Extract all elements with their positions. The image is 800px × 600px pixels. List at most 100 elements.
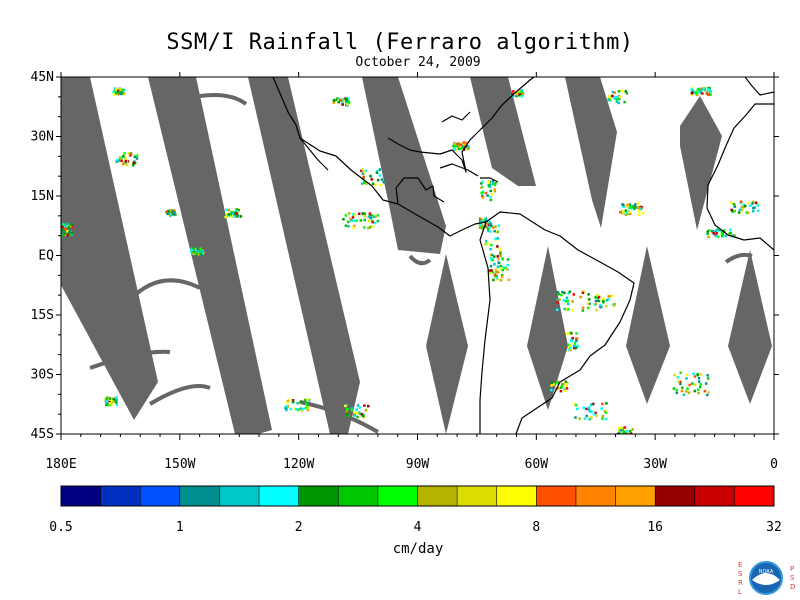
rain-pixel [572, 293, 575, 296]
svg-text:PSD: PSD [790, 565, 795, 591]
rain-pixel [376, 169, 379, 173]
rain-pixel [575, 337, 579, 340]
coast-yucatan [395, 177, 445, 205]
rain-pixel [237, 208, 240, 212]
colorbar-tick-label: 16 [647, 520, 663, 535]
rain-pixel [697, 377, 701, 380]
no-data-swath [680, 96, 722, 230]
rain-pixel [680, 389, 684, 393]
rain-pixel [496, 230, 499, 234]
rain-pixel [367, 219, 371, 223]
colorbar-tick-label: 32 [766, 520, 782, 535]
rain-pixel [375, 171, 379, 174]
rain-pixel [224, 215, 227, 219]
rain-pixel [457, 147, 460, 150]
rain-pixel [363, 180, 366, 184]
rain-pixel [452, 144, 455, 148]
rain-pixel [486, 194, 489, 197]
rain-pixel [345, 97, 348, 100]
rain-pixel [347, 406, 350, 410]
latitude-axis: 45N 30N 15N EQ 15S 30S 45S [31, 70, 779, 442]
rain-pixel [600, 305, 603, 308]
rain-pixel [346, 414, 349, 417]
rain-pixel [601, 402, 604, 406]
rain-pixel [353, 213, 357, 217]
rain-pixel [574, 403, 578, 407]
rain-pixel [756, 204, 759, 207]
rain-pixel [360, 169, 363, 173]
rain-pixel [69, 234, 72, 237]
rain-pixel [376, 219, 380, 223]
rain-pixel [117, 91, 121, 94]
rain-pixel [600, 407, 603, 410]
rain-pixel [496, 265, 500, 268]
rain-pixel [622, 205, 625, 208]
rain-pixel [707, 93, 710, 96]
rain-pixel [564, 300, 568, 303]
rain-pixel [459, 147, 463, 150]
rain-pixel [489, 222, 492, 225]
rain-pixel [563, 389, 567, 392]
rain-pixel [457, 144, 460, 148]
rain-pixel [378, 168, 382, 171]
rain-pixel [361, 182, 364, 185]
rain-pixel [753, 206, 756, 209]
rain-pixel [597, 295, 601, 299]
no-data-arc [89, 349, 171, 370]
no-data-arc [128, 278, 201, 302]
rain-pixel [602, 299, 605, 302]
rain-pixel [352, 219, 355, 222]
rain-pixel [497, 271, 500, 274]
rain-pixel [733, 234, 736, 237]
rain-pixel [332, 99, 336, 102]
no-data-arc [148, 384, 211, 406]
rain-pixel [488, 185, 492, 188]
rain-pixel [488, 225, 491, 229]
rain-pixel [571, 300, 574, 303]
rain-pixel [353, 224, 356, 228]
rain-pixel [347, 100, 350, 103]
rain-pixel [235, 208, 238, 211]
rain-pixel [737, 211, 741, 214]
rain-pixel [489, 195, 492, 199]
rain-pixel [289, 407, 293, 411]
rain-pixel [135, 154, 139, 157]
rain-pixel [720, 230, 724, 233]
rain-pixel [123, 152, 126, 155]
rain-pixel [520, 89, 523, 92]
coast-africa [706, 103, 774, 251]
rain-pixel [487, 184, 491, 187]
rain-pixel [200, 251, 203, 254]
rain-pixel [112, 92, 115, 96]
rain-pixel [480, 186, 483, 189]
rain-pixel [511, 93, 514, 96]
rain-pixel [688, 383, 691, 387]
map-date: October 24, 2009 [355, 55, 481, 70]
rain-pixel [488, 220, 491, 223]
rain-pixel [332, 101, 336, 104]
rain-pixel [492, 278, 495, 282]
rain-pixel [479, 226, 483, 230]
rain-pixel [105, 400, 109, 403]
rain-pixel [490, 269, 493, 272]
rain-pixel [232, 215, 235, 218]
rain-pixel [169, 214, 172, 217]
rain-pixel [552, 383, 555, 386]
rain-pixel [493, 262, 496, 266]
rain-pixel [587, 298, 591, 301]
rain-pixel [625, 211, 628, 215]
noaa-badge-text: NOAA [759, 569, 774, 575]
rain-pixel [573, 342, 577, 345]
rain-pixel [484, 240, 488, 243]
rain-pixel [566, 332, 569, 336]
rain-pixel [637, 213, 641, 217]
rain-pixel [112, 90, 115, 94]
rain-pixel [343, 97, 346, 101]
lon-tick-label: 90W [406, 457, 430, 472]
rain-pixel [573, 343, 576, 346]
rain-pixel [673, 373, 676, 377]
rain-pixel [499, 279, 503, 282]
rain-pixel [61, 225, 64, 229]
coast-iberia [744, 77, 774, 96]
